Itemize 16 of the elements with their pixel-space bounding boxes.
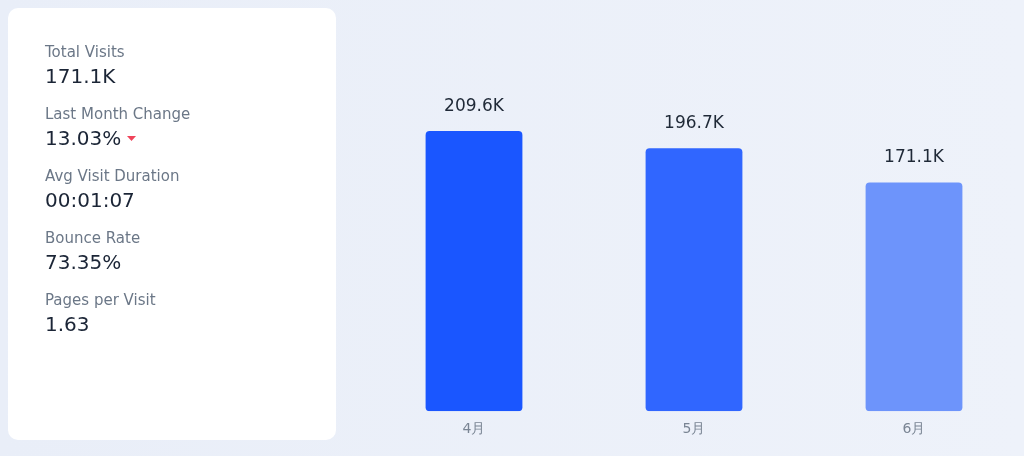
data-label: 171.1K bbox=[884, 146, 945, 167]
text: 00:01:07 bbox=[45, 187, 135, 214]
text: 73.35% bbox=[45, 249, 122, 276]
text: Bounce Rate bbox=[45, 228, 142, 248]
data-label: 209.6K bbox=[444, 94, 505, 115]
data-label: 196.7K bbox=[664, 112, 725, 133]
text: 171.1K bbox=[45, 63, 116, 90]
text: Pages per Visit bbox=[45, 290, 157, 310]
text: Total Visits bbox=[45, 42, 126, 62]
x-tick-label: 5月 bbox=[682, 420, 706, 437]
text: 13.03% bbox=[45, 125, 122, 152]
text: 1.63 bbox=[45, 311, 90, 338]
text: Avg Visit Duration bbox=[45, 166, 181, 186]
x-tick-label: 6月 bbox=[902, 420, 926, 437]
text: Last Month Change bbox=[45, 104, 192, 124]
x-tick-label: 4月 bbox=[462, 420, 486, 437]
